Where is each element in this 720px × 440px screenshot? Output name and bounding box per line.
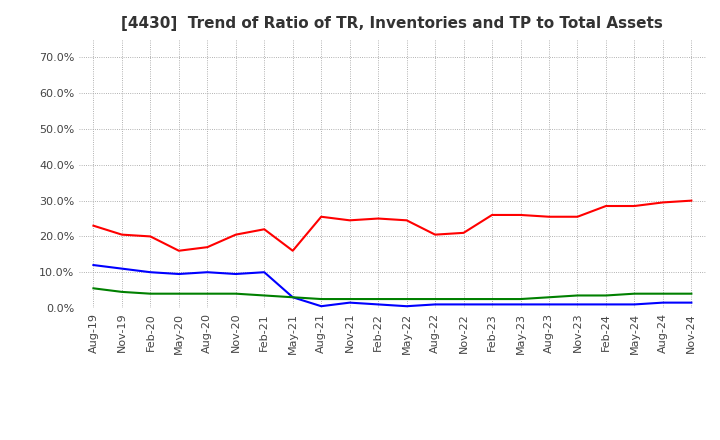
Trade Payables <box>431 297 439 302</box>
Inventories <box>459 302 468 307</box>
Trade Receivables <box>89 223 98 228</box>
Trade Receivables <box>402 218 411 223</box>
Inventories <box>487 302 496 307</box>
Trade Payables <box>630 291 639 296</box>
Trade Receivables <box>516 213 525 218</box>
Trade Payables <box>289 295 297 300</box>
Line: Inventories: Inventories <box>94 265 691 306</box>
Inventories <box>260 270 269 275</box>
Trade Payables <box>89 286 98 291</box>
Trade Receivables <box>117 232 126 237</box>
Inventories <box>317 304 325 309</box>
Inventories <box>687 300 696 305</box>
Inventories <box>545 302 554 307</box>
Trade Receivables <box>374 216 382 221</box>
Trade Receivables <box>289 248 297 253</box>
Inventories <box>89 262 98 268</box>
Trade Receivables <box>487 213 496 218</box>
Inventories <box>402 304 411 309</box>
Line: Trade Payables: Trade Payables <box>94 288 691 299</box>
Trade Payables <box>117 289 126 294</box>
Inventories <box>602 302 611 307</box>
Trade Payables <box>602 293 611 298</box>
Trade Payables <box>317 297 325 302</box>
Trade Receivables <box>232 232 240 237</box>
Trade Payables <box>374 297 382 302</box>
Trade Payables <box>487 297 496 302</box>
Trade Receivables <box>174 248 183 253</box>
Trade Payables <box>402 297 411 302</box>
Trade Payables <box>573 293 582 298</box>
Inventories <box>232 271 240 277</box>
Inventories <box>174 271 183 277</box>
Trade Receivables <box>203 245 212 250</box>
Inventories <box>289 295 297 300</box>
Trade Payables <box>232 291 240 296</box>
Trade Receivables <box>659 200 667 205</box>
Line: Trade Receivables: Trade Receivables <box>94 201 691 251</box>
Trade Payables <box>260 293 269 298</box>
Trade Receivables <box>431 232 439 237</box>
Trade Receivables <box>346 218 354 223</box>
Trade Payables <box>545 295 554 300</box>
Inventories <box>117 266 126 271</box>
Inventories <box>573 302 582 307</box>
Trade Payables <box>459 297 468 302</box>
Inventories <box>146 270 155 275</box>
Trade Payables <box>516 297 525 302</box>
Inventories <box>203 270 212 275</box>
Inventories <box>630 302 639 307</box>
Trade Receivables <box>602 203 611 209</box>
Trade Receivables <box>573 214 582 220</box>
Title: [4430]  Trend of Ratio of TR, Inventories and TP to Total Assets: [4430] Trend of Ratio of TR, Inventories… <box>122 16 663 32</box>
Trade Receivables <box>317 214 325 220</box>
Inventories <box>659 300 667 305</box>
Trade Receivables <box>459 230 468 235</box>
Inventories <box>374 302 382 307</box>
Trade Receivables <box>630 203 639 209</box>
Trade Payables <box>174 291 183 296</box>
Trade Payables <box>659 291 667 296</box>
Inventories <box>516 302 525 307</box>
Trade Receivables <box>687 198 696 203</box>
Trade Payables <box>203 291 212 296</box>
Trade Receivables <box>260 227 269 232</box>
Inventories <box>346 300 354 305</box>
Trade Payables <box>687 291 696 296</box>
Trade Payables <box>346 297 354 302</box>
Trade Receivables <box>146 234 155 239</box>
Inventories <box>431 302 439 307</box>
Trade Receivables <box>545 214 554 220</box>
Trade Payables <box>146 291 155 296</box>
